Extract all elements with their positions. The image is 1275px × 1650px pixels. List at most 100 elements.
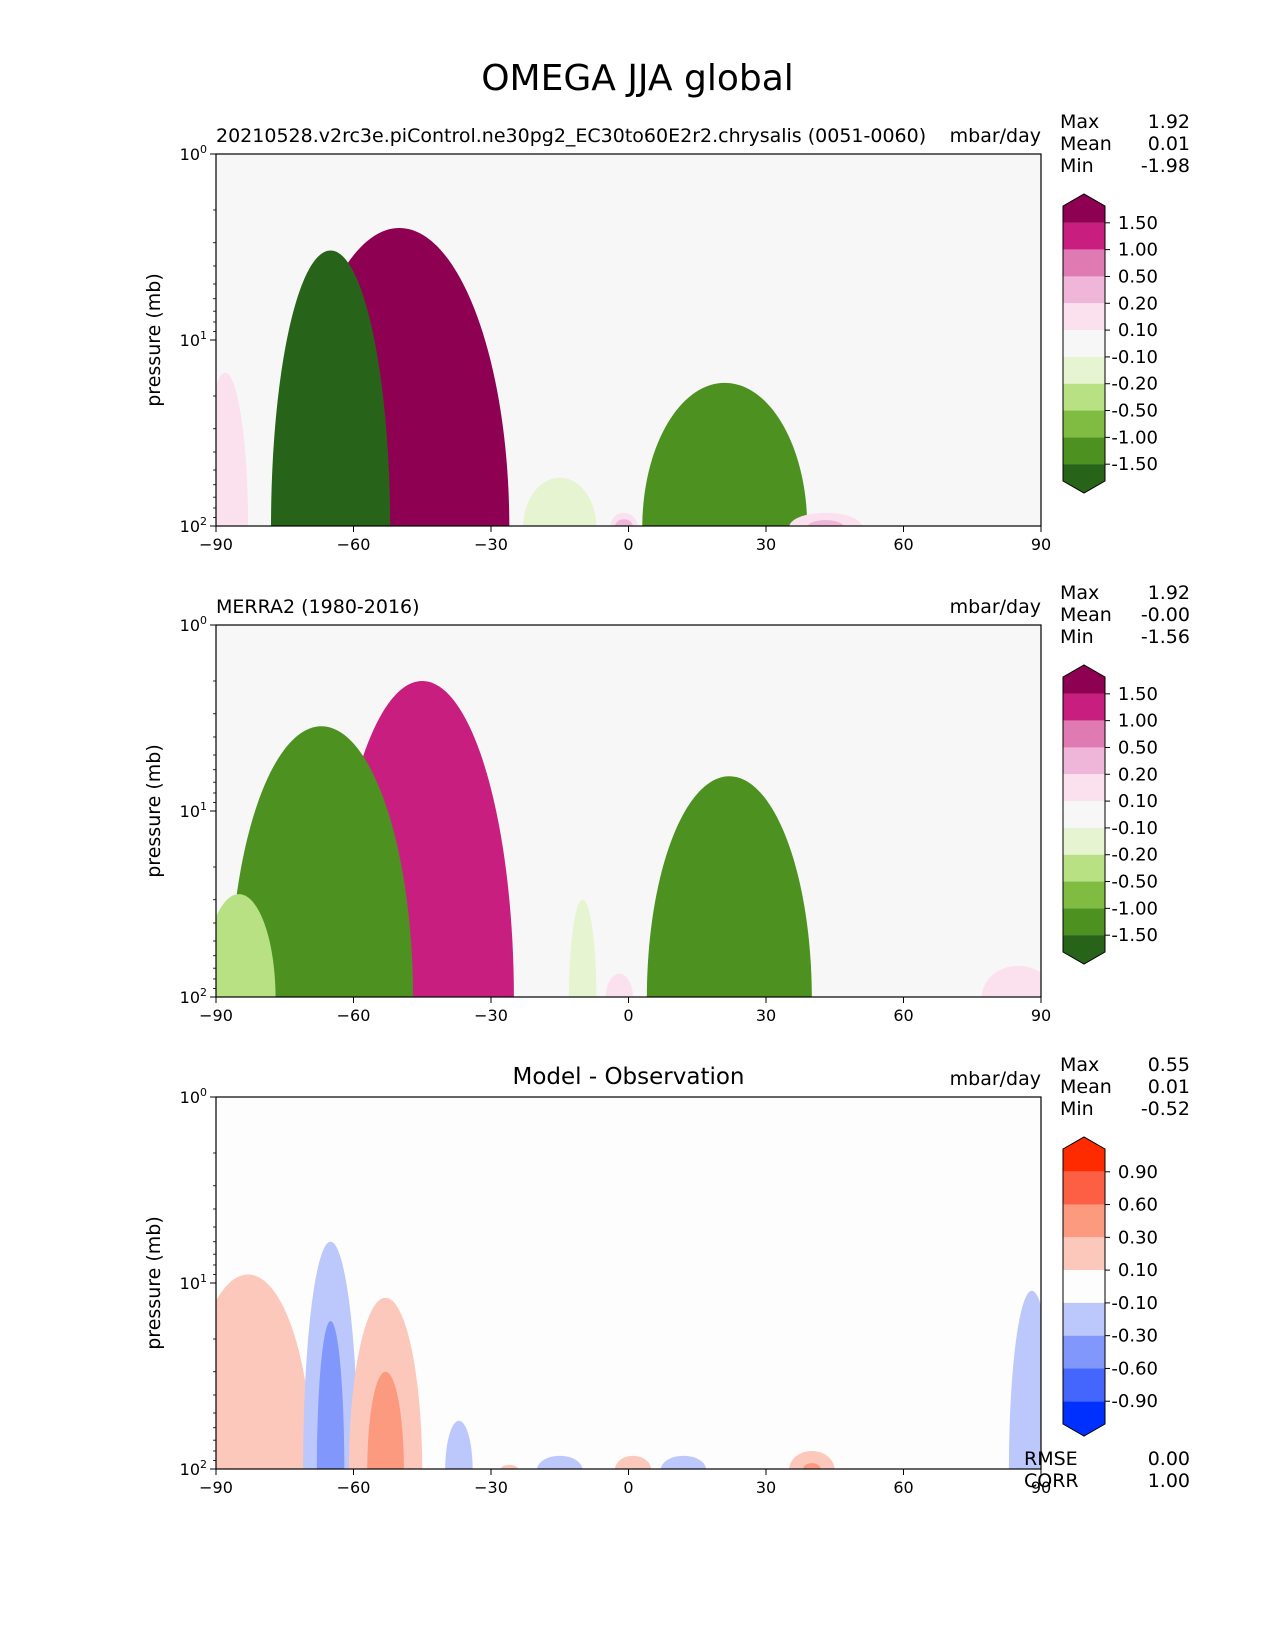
contour-neg-level-1 xyxy=(568,899,597,997)
colorbar-extend-top xyxy=(1063,194,1105,223)
stat-label: RMSE xyxy=(1024,1448,1078,1470)
stat-label: Min xyxy=(1060,155,1094,177)
colorbar-bin xyxy=(1063,774,1105,802)
contour-fills xyxy=(216,228,862,526)
colorbar-bin xyxy=(1063,410,1105,438)
colorbar-label: 0.10 xyxy=(1118,320,1158,341)
stat-label: CORR xyxy=(1024,1470,1079,1492)
panel-left-title: MERRA2 (1980-2016) xyxy=(216,596,420,618)
x-tick-label: 30 xyxy=(756,535,776,554)
colorbar-label: 0.50 xyxy=(1118,266,1158,287)
colorbar-label: 0.50 xyxy=(1118,737,1158,758)
stat-label: Min xyxy=(1060,626,1094,648)
contour-neg-level-1 xyxy=(660,1455,707,1469)
colorbar-bin xyxy=(1063,1335,1105,1369)
contour-neg-level-2 xyxy=(216,894,276,997)
contour-pos-level-2 xyxy=(807,520,844,526)
x-tick-label: −90 xyxy=(199,535,233,554)
colorbar-label: 1.00 xyxy=(1118,711,1158,732)
contour-pos-level-1 xyxy=(605,973,633,997)
contour-neg-level-4 xyxy=(229,726,414,997)
colorbar-label: -0.60 xyxy=(1111,1358,1158,1379)
contour-fills xyxy=(216,1241,1041,1469)
colorbar-label: 1.50 xyxy=(1118,213,1158,234)
contour-pos-level-1 xyxy=(216,372,249,526)
stat-value: 1.00 xyxy=(1148,1470,1190,1492)
colorbar-bin xyxy=(1063,249,1105,277)
colorbar-label: -1.00 xyxy=(1111,898,1158,919)
colorbar-label: -0.20 xyxy=(1111,374,1158,395)
colorbar-bin xyxy=(1063,356,1105,384)
colorbar-label: 0.10 xyxy=(1118,791,1158,812)
colorbar-outline xyxy=(1062,1136,1106,1437)
stat-label: Mean xyxy=(1060,1076,1112,1098)
y-tick-label: 100 xyxy=(180,1086,207,1107)
stat-label: Max xyxy=(1060,582,1099,604)
colorbar-label: 0.10 xyxy=(1118,1260,1158,1281)
colorbar-bin xyxy=(1063,747,1105,775)
colorbar-label: -1.00 xyxy=(1111,427,1158,448)
colorbar-bin xyxy=(1063,693,1105,721)
stat-value: -0.52 xyxy=(1141,1098,1190,1120)
contour-pos-level-2 xyxy=(802,1463,821,1469)
contour-pos-level-1 xyxy=(789,1450,835,1469)
colorbar-label: -1.50 xyxy=(1111,454,1158,475)
panel-2: −90 −60 −30 0 30 60 90 100 101 102 pressure (mb) ME… xyxy=(143,582,1190,1025)
colorbar-bin xyxy=(1063,1237,1105,1271)
panel-3: −90 −60 −30 0 30 60 90 100 101 102 pressure (mb) Mo… xyxy=(143,1054,1190,1497)
colorbar: 1.50 1.00 0.50 0.20 0.10 -0.10 -0.20 -0.50 -1.00… xyxy=(1062,664,1158,965)
y-tick-label: 101 xyxy=(180,329,207,350)
colorbar-label: -0.10 xyxy=(1111,818,1158,839)
x-tick-label: 60 xyxy=(893,535,913,554)
colorbar-extend-bottom xyxy=(1063,1401,1105,1436)
stat-value: 0.55 xyxy=(1148,1054,1190,1076)
contour-neg-level-4 xyxy=(642,382,808,526)
contour-neg-level-1 xyxy=(1008,1290,1041,1469)
y-tick-label: 102 xyxy=(180,515,207,536)
x-tick-label: 0 xyxy=(623,535,633,554)
x-tick-label: −30 xyxy=(474,535,508,554)
stat-label: Mean xyxy=(1060,133,1112,155)
colorbar-bin xyxy=(1063,276,1105,304)
colorbar-extend-bottom xyxy=(1063,464,1105,493)
colorbar-extend-bottom xyxy=(1063,935,1105,964)
y-tick-label: 102 xyxy=(180,1458,207,1479)
colorbar-outline xyxy=(1062,193,1106,494)
colorbar-bin xyxy=(1063,437,1105,465)
x-tick-label: 60 xyxy=(893,1478,913,1497)
y-axis-label: pressure (mb) xyxy=(143,1216,165,1350)
x-tick-label: 90 xyxy=(1031,1478,1051,1497)
figure-title: OMEGA JJA global xyxy=(481,58,794,99)
colorbar-label: -1.50 xyxy=(1111,925,1158,946)
y-tick-label: 100 xyxy=(180,614,207,635)
stat-value: 1.92 xyxy=(1148,111,1190,133)
colorbar-extend-top xyxy=(1063,665,1105,694)
stat-value: 0.00 xyxy=(1148,1448,1190,1470)
contour-neg-level-1 xyxy=(445,1420,473,1469)
contour-pos-level-1 xyxy=(614,1455,652,1469)
colorbar-label: 0.30 xyxy=(1118,1227,1158,1248)
colorbar-outline xyxy=(1062,664,1106,965)
x-tick-label: −90 xyxy=(199,1006,233,1025)
stat-value: 0.01 xyxy=(1148,1076,1190,1098)
panel-1: −90 −60 −30 0 30 60 90 100 101 102 pressure (mb) 20… xyxy=(143,111,1190,554)
colorbar-label: 0.90 xyxy=(1118,1162,1158,1183)
stat-label: Mean xyxy=(1060,604,1112,626)
x-tick-label: −30 xyxy=(474,1006,508,1025)
x-tick-label: 0 xyxy=(623,1006,633,1025)
stat-value: -1.98 xyxy=(1141,155,1190,177)
colorbar-bin xyxy=(1063,881,1105,909)
stat-value: 0.01 xyxy=(1148,133,1190,155)
units-label: mbar/day xyxy=(950,596,1041,618)
colorbar-label: 0.20 xyxy=(1118,293,1158,314)
contour-neg-level-5 xyxy=(271,250,391,526)
contour-pos-level-1 xyxy=(261,1450,290,1469)
x-tick-label: 30 xyxy=(756,1478,776,1497)
colorbar-bin xyxy=(1063,720,1105,748)
stat-label: Min xyxy=(1060,1098,1094,1120)
y-tick-label: 101 xyxy=(180,1272,207,1293)
colorbar-label: -0.10 xyxy=(1111,1293,1158,1314)
y-axis-label: pressure (mb) xyxy=(143,273,165,407)
x-tick-label: 30 xyxy=(756,1006,776,1025)
contour-pos-level-2 xyxy=(614,519,633,526)
